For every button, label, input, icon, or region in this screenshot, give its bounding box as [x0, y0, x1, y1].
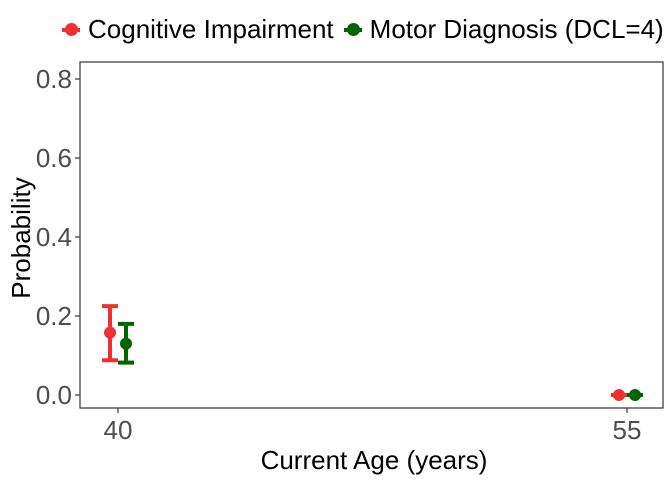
plot-panel	[79, 61, 664, 409]
data-point	[120, 337, 132, 350]
y-axis: 0.0 0.2 0.4 0.6 0.8	[36, 64, 80, 410]
legend-label-cognitive: Cognitive Impairment	[88, 14, 334, 44]
y-tick-label: 0.4	[36, 222, 72, 252]
legend-item-cognitive: Cognitive Impairment	[60, 14, 334, 45]
x-tick-label: 55	[613, 415, 642, 445]
data-point	[613, 389, 625, 401]
series-1-point-group	[102, 304, 118, 363]
y-axis-title: Probability	[6, 177, 36, 298]
legend-label-motor: Motor Diagnosis (DCL=4)	[369, 14, 664, 44]
legend-item-motor: Motor Diagnosis (DCL=4)	[342, 14, 664, 45]
y-tick-label: 0.6	[36, 143, 72, 173]
series-1-point-group	[611, 389, 627, 401]
legend: Cognitive Impairment Motor Diagnosis (DC…	[60, 14, 672, 45]
legend-key-motor	[342, 19, 364, 41]
legend-key-cognitive	[60, 19, 82, 41]
data-point	[629, 389, 641, 401]
x-axis-title: Current Age (years)	[261, 445, 488, 475]
x-tick-label: 40	[104, 415, 133, 445]
series-2-point-group	[627, 389, 643, 401]
data-point	[104, 326, 116, 339]
y-tick-label: 0.8	[36, 64, 72, 94]
series-2-point-group	[118, 321, 134, 365]
x-axis: 40 55	[104, 408, 642, 445]
data-marks	[102, 304, 643, 401]
y-tick-label: 0.0	[36, 380, 72, 410]
y-tick-label: 0.2	[36, 301, 72, 331]
